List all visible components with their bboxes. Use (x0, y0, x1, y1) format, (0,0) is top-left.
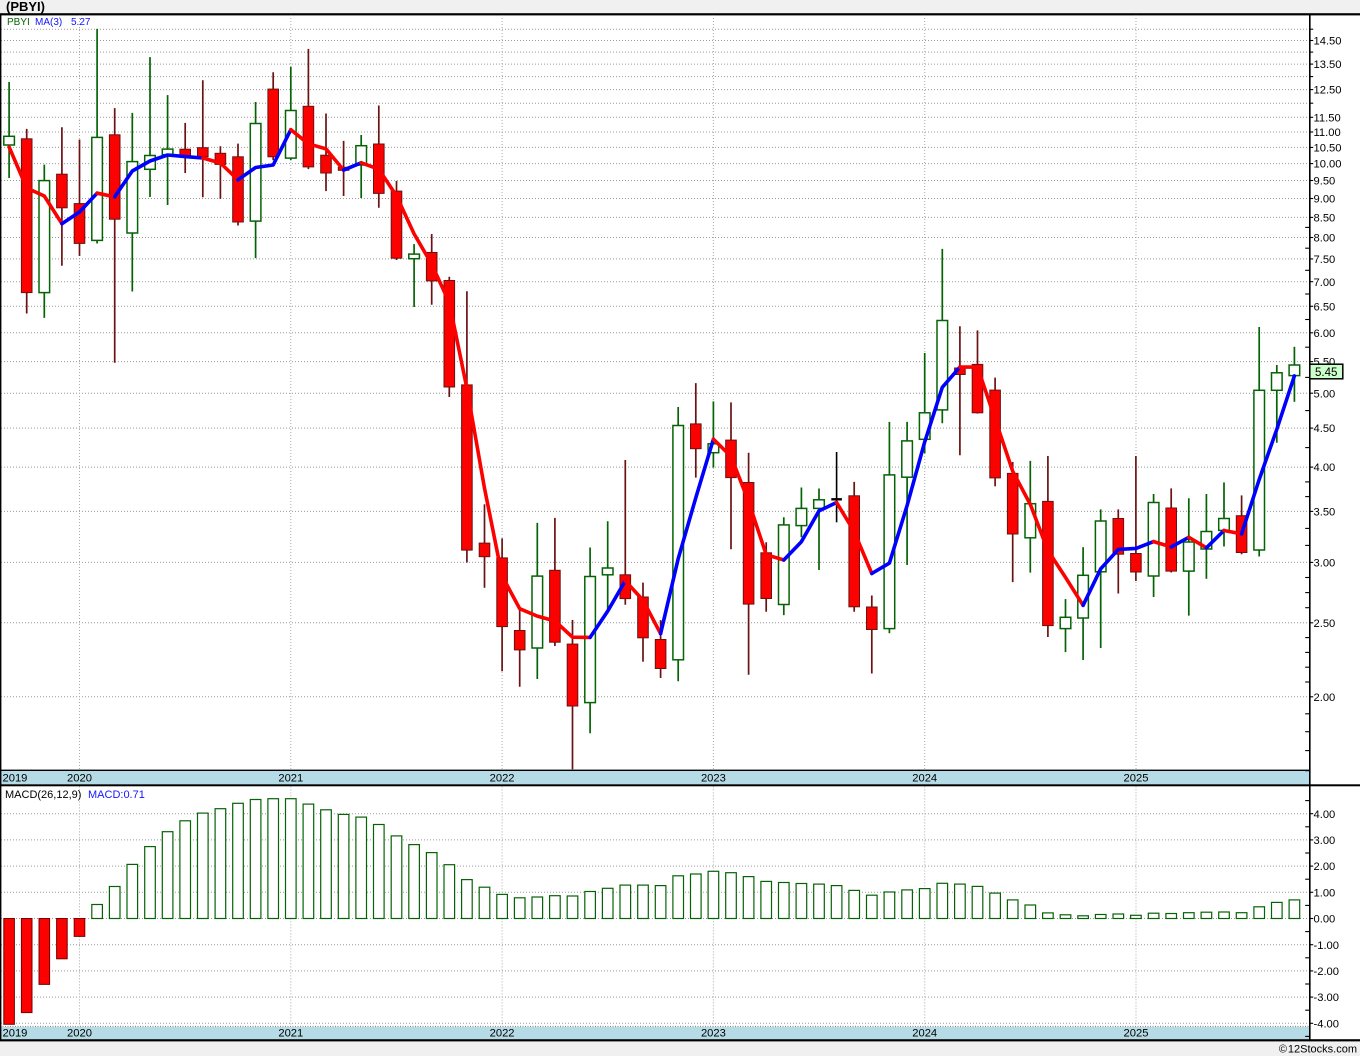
svg-text:2025: 2025 (1124, 773, 1149, 785)
svg-text:13.50: 13.50 (1314, 59, 1342, 71)
svg-text:7.00: 7.00 (1314, 277, 1336, 289)
svg-text:0.00: 0.00 (1314, 914, 1336, 926)
svg-text:2021: 2021 (278, 773, 303, 785)
svg-text:MACD:0.71: MACD:0.71 (88, 789, 145, 801)
svg-text:2019: 2019 (3, 1028, 28, 1040)
svg-text:2020: 2020 (67, 773, 92, 785)
svg-text:2021: 2021 (278, 1028, 303, 1040)
svg-text:2023: 2023 (701, 1028, 726, 1040)
svg-text:10.00: 10.00 (1314, 159, 1342, 171)
svg-text:11.00: 11.00 (1314, 127, 1341, 139)
svg-text:4.00: 4.00 (1314, 462, 1336, 474)
svg-text:10.50: 10.50 (1314, 143, 1342, 155)
svg-text:11.50: 11.50 (1314, 112, 1341, 124)
svg-text:6.00: 6.00 (1314, 328, 1336, 340)
svg-text:9.00: 9.00 (1314, 194, 1336, 206)
svg-text:5.00: 5.00 (1314, 388, 1336, 400)
svg-text:8.00: 8.00 (1314, 233, 1336, 245)
svg-text:© 12Stocks.com: © 12Stocks.com (1279, 1044, 1357, 1056)
svg-text:2.00: 2.00 (1314, 861, 1336, 873)
svg-text:2.50: 2.50 (1314, 618, 1336, 630)
svg-text:PBYI: PBYI (7, 17, 30, 28)
svg-text:4.00: 4.00 (1314, 809, 1336, 821)
svg-text:5.45: 5.45 (1315, 367, 1337, 379)
svg-text:(PBYI): (PBYI) (6, 0, 45, 14)
svg-text:14.50: 14.50 (1314, 36, 1342, 48)
svg-text:4.50: 4.50 (1314, 423, 1336, 435)
svg-text:2020: 2020 (67, 1028, 92, 1040)
svg-text:2022: 2022 (490, 773, 515, 785)
svg-text:2.00: 2.00 (1314, 692, 1336, 704)
svg-text:5.27: 5.27 (71, 17, 91, 28)
svg-text:2023: 2023 (701, 773, 726, 785)
svg-text:-4.00: -4.00 (1314, 1018, 1340, 1030)
svg-text:2022: 2022 (490, 1028, 515, 1040)
svg-text:2025: 2025 (1124, 1028, 1149, 1040)
svg-text:-2.00: -2.00 (1314, 966, 1340, 978)
svg-text:-1.00: -1.00 (1314, 940, 1340, 952)
svg-text:8.50: 8.50 (1314, 213, 1336, 225)
svg-text:6.50: 6.50 (1314, 301, 1336, 313)
svg-text:MA(3): MA(3) (35, 17, 62, 28)
svg-text:MACD(26,12,9): MACD(26,12,9) (5, 789, 81, 801)
svg-text:3.50: 3.50 (1314, 507, 1336, 519)
svg-text:3.00: 3.00 (1314, 835, 1336, 847)
svg-text:-3.00: -3.00 (1314, 992, 1340, 1004)
svg-text:9.50: 9.50 (1314, 176, 1336, 188)
svg-text:7.50: 7.50 (1314, 254, 1336, 266)
svg-text:2024: 2024 (912, 1028, 937, 1040)
svg-text:12.50: 12.50 (1314, 85, 1342, 97)
svg-text:1.00: 1.00 (1314, 887, 1336, 899)
svg-text:2019: 2019 (3, 773, 28, 785)
svg-text:3.00: 3.00 (1314, 558, 1336, 570)
svg-text:2024: 2024 (912, 773, 937, 785)
